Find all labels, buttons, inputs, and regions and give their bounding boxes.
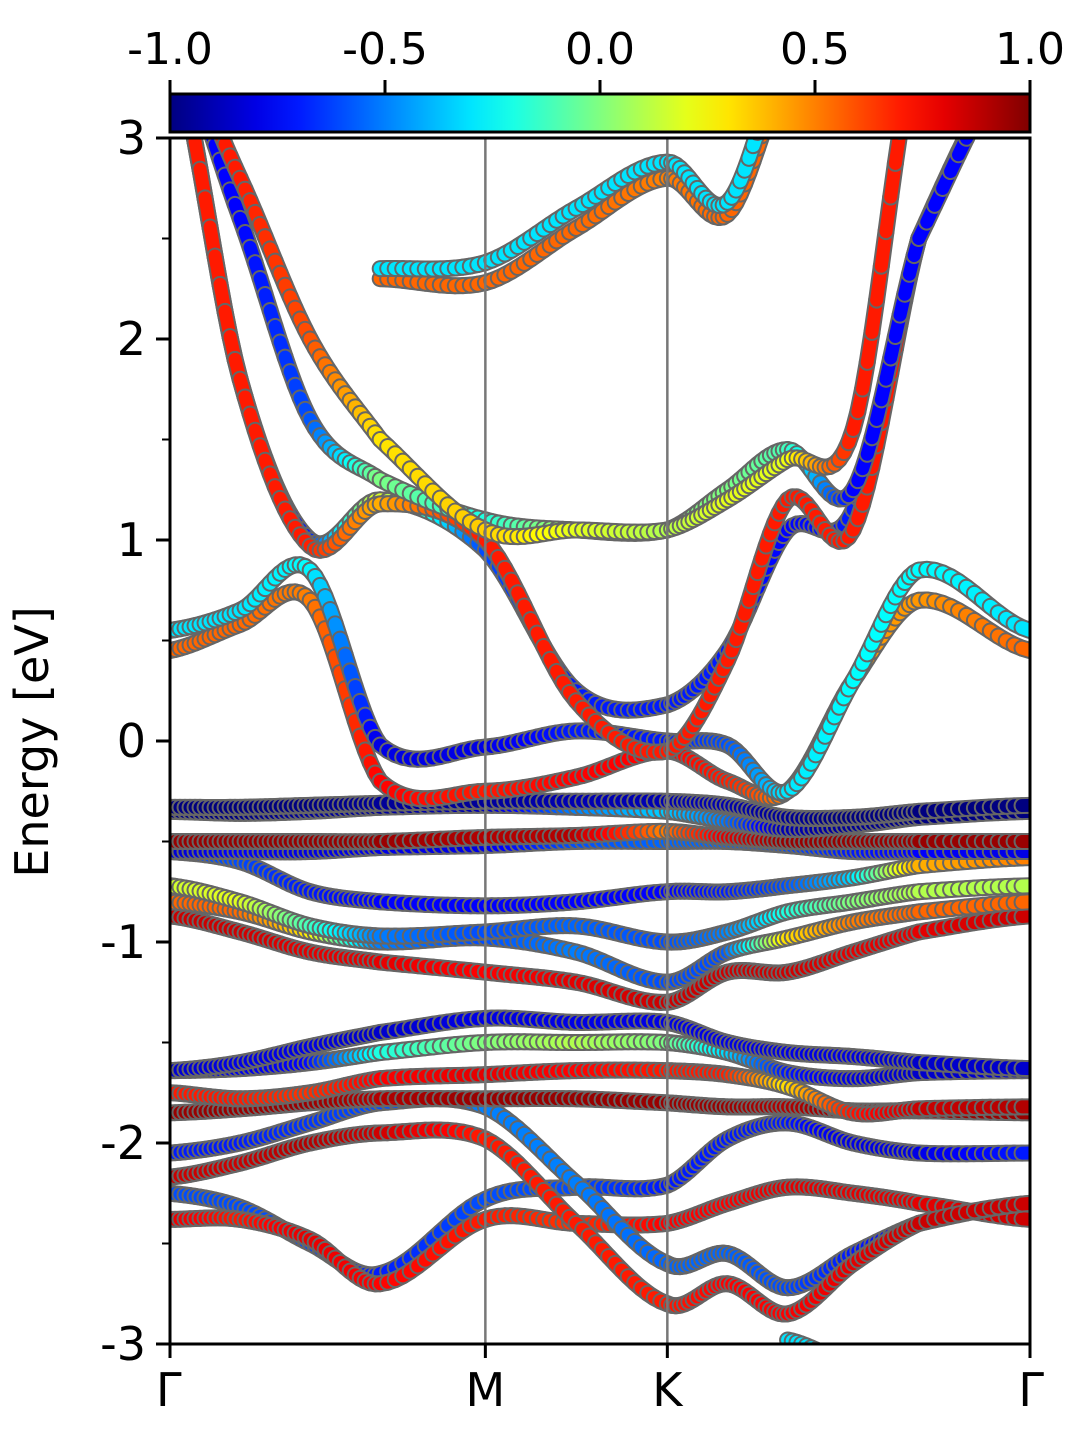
colorbar-tick-label: -0.5 — [342, 24, 428, 75]
band-lines — [170, 9, 1030, 1365]
colorbar-tick-label: -1.0 — [127, 24, 213, 75]
band-line — [170, 592, 1030, 799]
colorbar-gradient — [170, 94, 1030, 132]
colorbar-tick-label: 0.5 — [780, 24, 850, 75]
colorbar-tick-label: 1.0 — [995, 24, 1065, 75]
band-line — [170, 831, 1030, 841]
colorbar: -1.0 -0.5 0.0 0.5 1.0 — [127, 24, 1065, 132]
colorbar-tick-label: 0.0 — [565, 24, 635, 75]
